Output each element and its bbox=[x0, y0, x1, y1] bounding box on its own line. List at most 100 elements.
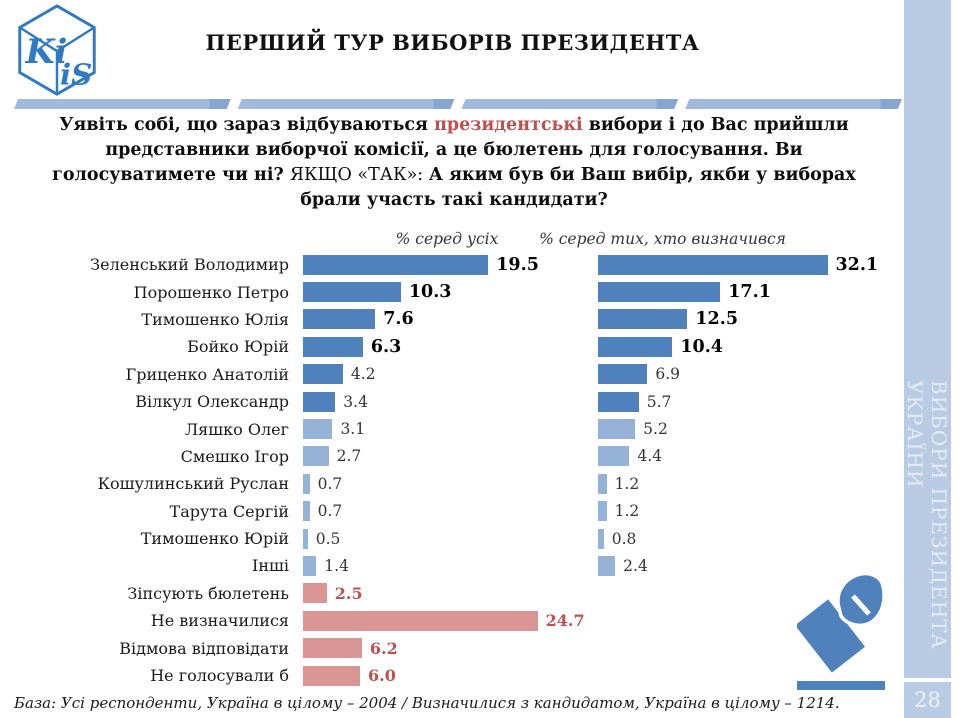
category-label: Кошулинський Руслан bbox=[97, 474, 289, 494]
column-header-all: % серед усіх bbox=[395, 230, 499, 248]
bar bbox=[303, 282, 401, 303]
divider-segment bbox=[685, 99, 902, 109]
question-part3: А яким був би Ваш вибір, якби у виборах … bbox=[300, 165, 856, 210]
panel-decided: 4.4 bbox=[598, 443, 905, 470]
category-label: Інші bbox=[252, 556, 289, 576]
base-note: База: Усі респонденти, Україна в цілому … bbox=[14, 694, 840, 712]
category-label: Ляшко Олег bbox=[184, 419, 289, 439]
question-highlight: президентські bbox=[434, 115, 583, 135]
value-label: 1.2 bbox=[614, 502, 640, 521]
panel-decided: 5.7 bbox=[598, 388, 905, 415]
bar bbox=[303, 446, 329, 467]
category-label: Зіпсують бюлетень bbox=[127, 583, 289, 603]
panel-decided: 1.2 bbox=[598, 498, 905, 525]
panel-all: 2.7 bbox=[296, 443, 598, 470]
panel-all: 0.7 bbox=[296, 498, 598, 525]
panel-all: 0.5 bbox=[296, 525, 598, 552]
value-label: 6.2 bbox=[369, 638, 398, 658]
question-part1: Уявіть собі, що зараз відбуваються bbox=[59, 115, 435, 135]
logo-letters-left: Ki bbox=[25, 32, 68, 71]
panel-all: 10.3 bbox=[296, 278, 598, 305]
value-label: 2.7 bbox=[336, 447, 362, 466]
chart-row: Не визначилися 24.7 bbox=[0, 607, 905, 634]
value-label: 0.7 bbox=[317, 474, 343, 493]
bar bbox=[598, 391, 639, 412]
bar bbox=[303, 528, 308, 549]
category-label: Порошенко Петро bbox=[133, 282, 289, 302]
chart-row: Зеленський Володимир 19.5 32.1 bbox=[0, 251, 905, 278]
column-header-decided: % серед тих, хто визначився bbox=[539, 230, 786, 248]
bar bbox=[598, 555, 616, 576]
bar bbox=[303, 501, 310, 522]
value-label: 1.4 bbox=[324, 556, 349, 575]
value-label: 19.5 bbox=[496, 254, 539, 275]
value-label: 6.9 bbox=[655, 365, 680, 384]
chart-row: Ляшко Олег 3.1 5.2 bbox=[0, 415, 905, 442]
chart-row: Смешко Ігор 2.7 4.4 bbox=[0, 443, 905, 470]
bar bbox=[303, 391, 336, 412]
bar bbox=[303, 473, 310, 494]
chart-row: Інші 1.4 2.4 bbox=[0, 552, 905, 579]
category-label: Бойко Юрій bbox=[187, 337, 289, 357]
category-label: Не визначилися bbox=[150, 611, 289, 631]
value-label: 7.6 bbox=[383, 309, 414, 330]
page-number-badge: 28 bbox=[904, 682, 951, 718]
panel-decided: 5.2 bbox=[598, 415, 905, 442]
bar bbox=[598, 254, 828, 275]
survey-question: Уявіть собі, що зараз відбуваються прези… bbox=[40, 113, 868, 213]
value-label: 5.7 bbox=[646, 392, 672, 411]
value-label: 4.2 bbox=[350, 365, 376, 384]
value-label: 1.2 bbox=[614, 474, 640, 493]
panel-all: 0.7 bbox=[296, 470, 598, 497]
chart-row: Порошенко Петро 10.3 17.1 bbox=[0, 278, 905, 305]
panel-decided: 6.9 bbox=[598, 361, 905, 388]
bar bbox=[303, 583, 327, 604]
value-label: 6.3 bbox=[370, 336, 402, 357]
value-label: 4.4 bbox=[637, 447, 663, 466]
bar bbox=[598, 282, 721, 303]
chart-row: Тимошенко Юлія 7.6 12.5 bbox=[0, 306, 905, 333]
panel-all: 2.5 bbox=[296, 580, 598, 607]
category-label: Смешко Ігор bbox=[180, 446, 289, 466]
panel-decided: 32.1 bbox=[598, 251, 905, 278]
bar bbox=[303, 254, 489, 275]
bar bbox=[598, 336, 673, 357]
bar-chart: Зеленський Володимир 19.5 32.1 Порошенко Пе… bbox=[0, 251, 905, 689]
panel-all: 6.2 bbox=[296, 634, 598, 661]
panel-all: 19.5 bbox=[296, 251, 598, 278]
panel-decided: 17.1 bbox=[598, 278, 905, 305]
side-banner-text: ВИБОРИ ПРЕЗИДЕНТА УКРАЇНИ bbox=[903, 380, 951, 650]
chart-row: Кошулинський Руслан 0.7 1.2 bbox=[0, 470, 905, 497]
logo-letters-right: iS bbox=[60, 56, 92, 91]
category-label: Зеленський Володимир bbox=[90, 255, 289, 275]
panel-decided: 2.4 bbox=[598, 552, 905, 579]
bar bbox=[303, 336, 363, 357]
value-label: 12.5 bbox=[695, 309, 738, 330]
value-label: 3.4 bbox=[343, 392, 368, 411]
panel-decided: 0.8 bbox=[598, 525, 905, 552]
category-label: Гриценко Анатолій bbox=[125, 364, 289, 384]
kiis-logo-icon: Ki iS bbox=[18, 4, 96, 96]
question-condition: ЯКЩО «ТАК»: bbox=[289, 165, 429, 185]
category-label: Не голосували б bbox=[150, 666, 289, 686]
page-title: ПЕРШИЙ ТУР ВИБОРІВ ПРЕЗИДЕНТА bbox=[205, 30, 700, 55]
bar bbox=[598, 446, 630, 467]
chart-row: Бойко Юрій 6.3 10.4 bbox=[0, 333, 905, 360]
panel-all: 3.1 bbox=[296, 415, 598, 442]
value-label: 6.0 bbox=[368, 666, 396, 686]
category-label: Відмова відповідати bbox=[119, 638, 289, 658]
category-label: Тимошенко Юлія bbox=[141, 309, 289, 329]
panel-all: 6.0 bbox=[296, 662, 598, 689]
value-label: 3.1 bbox=[340, 420, 366, 439]
bar bbox=[598, 473, 607, 494]
chart-row: Зіпсують бюлетень 2.5 bbox=[0, 580, 905, 607]
value-label: 32.1 bbox=[835, 254, 879, 275]
value-label: 0.7 bbox=[317, 502, 343, 521]
bar bbox=[303, 419, 333, 440]
panel-decided: 10.4 bbox=[598, 333, 905, 360]
value-label: 10.3 bbox=[408, 282, 452, 303]
value-label: 0.5 bbox=[315, 529, 341, 548]
value-label: 2.4 bbox=[623, 556, 648, 575]
page-number: 28 bbox=[914, 688, 941, 712]
bar bbox=[598, 364, 648, 385]
